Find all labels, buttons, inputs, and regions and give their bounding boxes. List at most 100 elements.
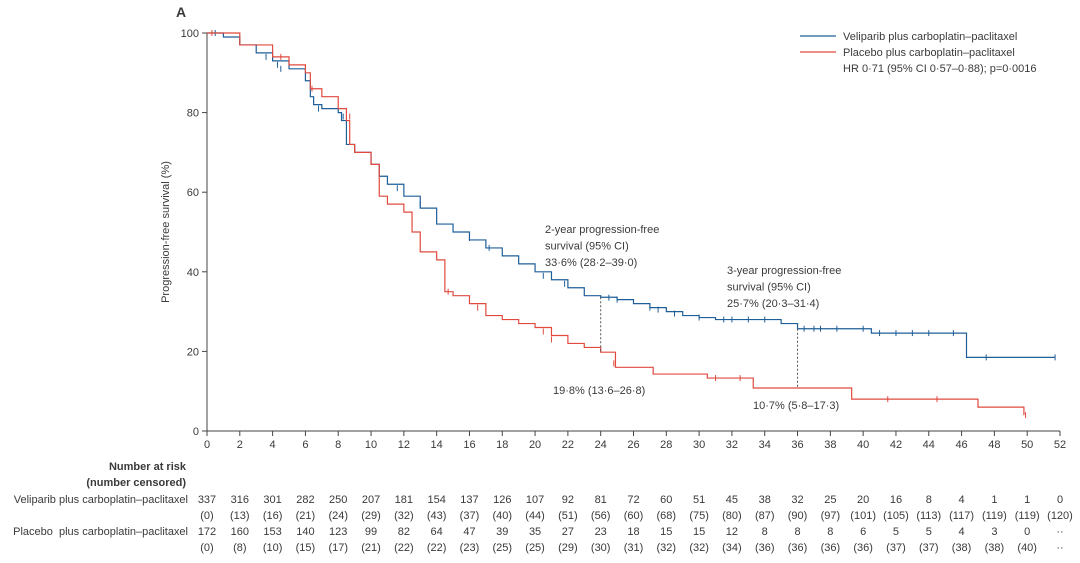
at-risk-veliparib: 126 — [493, 494, 511, 506]
at-risk-placebo: 64 — [431, 526, 443, 538]
km-curve-placebo — [207, 32, 1025, 416]
censored-placebo: (29) — [558, 542, 578, 554]
at-risk-veliparib: 45 — [726, 494, 738, 506]
censored-placebo: (15) — [296, 542, 316, 554]
at-risk-veliparib: 154 — [427, 494, 445, 506]
y-tick-label: 60 — [187, 187, 199, 199]
x-tick-label: 18 — [496, 439, 508, 451]
censored-placebo: (25) — [492, 542, 512, 554]
censored-placebo: ·· — [1056, 542, 1063, 554]
x-tick-label: 4 — [270, 439, 276, 451]
censored-placebo: (38) — [952, 542, 972, 554]
at-risk-placebo: 4 — [959, 526, 965, 538]
x-tick-label: 8 — [335, 439, 341, 451]
y-tick-label: 100 — [181, 28, 199, 40]
panel-label: A — [176, 4, 186, 20]
censored-placebo: (36) — [788, 542, 808, 554]
x-tick-label: 50 — [1021, 439, 1033, 451]
at-risk-veliparib: 107 — [526, 494, 544, 506]
at-risk-placebo: 5 — [893, 526, 899, 538]
annotations: 2-year progression-free survival (95% CI)… — [545, 224, 841, 412]
risk-table-subtitle: (number censored) — [86, 477, 186, 489]
at-risk-placebo: 12 — [726, 526, 738, 538]
censored-placebo: (23) — [460, 542, 480, 554]
censored-placebo: (32) — [657, 542, 677, 554]
x-tick-label: 36 — [791, 439, 803, 451]
x-tick-label: 14 — [431, 439, 443, 451]
at-risk-placebo: 172 — [198, 526, 216, 538]
axes: 0 2 4 6 8 10 12 14 16 18 20 22 24 26 28 30 32 34 36 38 40 42 4… — [181, 28, 1066, 451]
censored-placebo: (40) — [1017, 542, 1037, 554]
at-risk-placebo: 123 — [329, 526, 347, 538]
at-risk-veliparib: 316 — [231, 494, 249, 506]
at-risk-veliparib: 38 — [759, 494, 771, 506]
at-risk-veliparib: 301 — [263, 494, 281, 506]
at-risk-veliparib: 81 — [595, 494, 607, 506]
x-tick-label: 38 — [824, 439, 836, 451]
x-tick-label: 24 — [595, 439, 607, 451]
x-tick-label: 34 — [759, 439, 771, 451]
censored-veliparib: (90) — [788, 510, 808, 522]
at-risk-placebo: 35 — [529, 526, 541, 538]
y-tick-label: 80 — [187, 108, 199, 120]
censored-veliparib: (16) — [263, 510, 283, 522]
x-tick-label: 28 — [660, 439, 672, 451]
at-risk-veliparib: 25 — [824, 494, 836, 506]
censored-placebo: (36) — [853, 542, 873, 554]
censored-placebo: (37) — [886, 542, 906, 554]
censored-veliparib: (13) — [230, 510, 250, 522]
at-risk-placebo: 23 — [595, 526, 607, 538]
annotation-2yr-placebo: 19·8% (13·6–26·8) — [553, 385, 645, 397]
risk-table-title: Number at risk — [109, 461, 187, 473]
legend: Veliparib plus carboplatin–paclitaxel Pl… — [800, 31, 1037, 75]
censored-veliparib: (80) — [722, 510, 742, 522]
censored-placebo: (22) — [394, 542, 414, 554]
at-risk-veliparib: 0 — [1057, 494, 1063, 506]
censored-placebo: (34) — [722, 542, 742, 554]
censored-placebo: (37) — [919, 542, 939, 554]
censored-veliparib: (56) — [591, 510, 611, 522]
x-tick-label: 44 — [923, 439, 935, 451]
x-tick-label: 42 — [890, 439, 902, 451]
censored-veliparib: (24) — [328, 510, 348, 522]
censored-placebo: (25) — [525, 542, 545, 554]
censored-placebo: (31) — [624, 542, 644, 554]
censored-veliparib: (0) — [200, 510, 213, 522]
at-risk-placebo: ·· — [1056, 526, 1063, 538]
at-risk-placebo: 5 — [926, 526, 932, 538]
annotation-2yr-veliparib: 33·6% (28·2–39·0) — [545, 257, 637, 269]
at-risk-placebo: 39 — [496, 526, 508, 538]
at-risk-placebo: 153 — [263, 526, 281, 538]
censored-veliparib: (43) — [427, 510, 447, 522]
censored-veliparib: (120) — [1047, 510, 1073, 522]
risk-row-label-placebo: Placebo plus carboplatin–paclitaxel — [13, 526, 188, 538]
x-tick-label: 26 — [627, 439, 639, 451]
at-risk-placebo: 8 — [827, 526, 833, 538]
at-risk-placebo: 3 — [991, 526, 997, 538]
x-tick-label: 10 — [365, 439, 377, 451]
at-risk-veliparib: 137 — [460, 494, 478, 506]
censored-placebo: (17) — [328, 542, 348, 554]
annotation-2yr-veliparib: survival (95% CI) — [545, 241, 629, 253]
at-risk-veliparib: 282 — [296, 494, 314, 506]
y-tick-label: 40 — [187, 267, 199, 279]
censored-placebo: (38) — [985, 542, 1005, 554]
at-risk-placebo: 8 — [762, 526, 768, 538]
censored-veliparib: (119) — [1015, 510, 1040, 522]
x-tick-label: 0 — [204, 439, 210, 451]
censored-veliparib: (44) — [525, 510, 545, 522]
censored-veliparib: (68) — [657, 510, 677, 522]
x-tick-label: 22 — [562, 439, 574, 451]
censored-veliparib: (60) — [624, 510, 644, 522]
censored-placebo: (30) — [591, 542, 611, 554]
curves — [207, 30, 1056, 419]
censored-veliparib: (105) — [883, 510, 909, 522]
at-risk-placebo: 27 — [562, 526, 574, 538]
at-risk-placebo: 15 — [660, 526, 672, 538]
censored-placebo: (0) — [200, 542, 213, 554]
risk-row-label-veliparib: Veliparib plus carboplatin–paclitaxel — [14, 494, 188, 506]
censored-placebo: (10) — [263, 542, 283, 554]
at-risk-veliparib: 16 — [890, 494, 902, 506]
censored-veliparib: (37) — [460, 510, 480, 522]
